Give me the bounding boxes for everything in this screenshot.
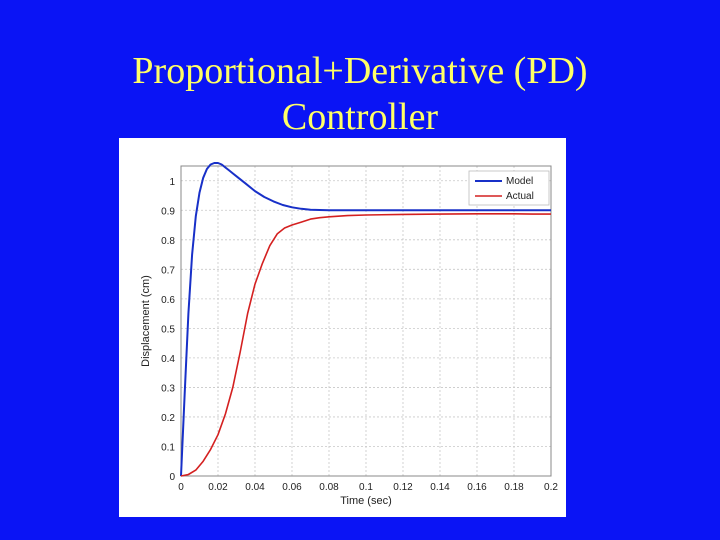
y-axis-label: Displacement (cm): [140, 275, 152, 367]
y-tick-label: 0.6: [161, 295, 175, 306]
y-tick-label: 0.8: [161, 236, 175, 247]
slide-title-line-1: Proportional+Derivative (PD): [132, 50, 588, 92]
x-tick-label: 0.06: [282, 482, 302, 493]
x-tick-label: 0.2: [544, 482, 558, 493]
x-tick-label: 0.14: [430, 482, 450, 493]
x-tick-label: 0.04: [245, 482, 265, 493]
y-tick-label: 0.1: [161, 442, 175, 453]
x-tick-labels: 0 0.02 0.04 0.06 0.08 0.1 0.12 0.14 0.16 0.18 0.2: [178, 482, 558, 493]
x-tick-label: 0.1: [359, 482, 373, 493]
chart-grid: [180, 166, 552, 477]
x-tick-label: 0: [178, 482, 184, 493]
series-line-model: [180, 162, 551, 477]
x-tick-label: 0.16: [467, 482, 487, 493]
y-tick-label: 0: [169, 472, 175, 483]
line-chart: 0 0.02 0.04 0.06 0.08 0.1 0.12 0.14 0.16 0.18 0.2 …: [140, 162, 558, 507]
y-tick-labels: 0 0.1 0.2 0.3 0.4 0.5 0.6 0.7 0.8 0.9 1: [161, 177, 175, 483]
legend-box: [468, 170, 550, 206]
y-tick-label: 0.3: [161, 383, 175, 394]
chart-figure: 0 0.02 0.04 0.06 0.08 0.1 0.12 0.14 0.16 0.18 0.2 …: [119, 138, 566, 517]
y-tick-label: 0.7: [161, 265, 175, 276]
series-line-actual: [180, 213, 551, 477]
y-tick-label: 0.5: [161, 324, 175, 335]
slide-title-line-2: Controller: [281, 96, 439, 138]
x-tick-label: 0.02: [208, 482, 228, 493]
x-axis-label: Time (sec): [340, 495, 392, 507]
plot-frame: [180, 165, 552, 477]
y-tick-label: 0.9: [161, 206, 175, 217]
legend-actual-label: Actual: [506, 191, 534, 202]
chart-legend: Model Actual: [468, 170, 550, 206]
series-lines: [180, 162, 551, 477]
y-tick-label: 0.4: [161, 354, 175, 365]
slide-title: Proportional+Derivative (PD) Controller: [0, 48, 720, 140]
x-tick-label: 0.08: [319, 482, 339, 493]
legend-model-label: Model: [506, 176, 533, 187]
y-tick-label: 0.2: [161, 413, 175, 424]
y-tick-label: 1: [169, 177, 175, 188]
x-tick-label: 0.18: [504, 482, 524, 493]
x-tick-label: 0.12: [393, 482, 413, 493]
